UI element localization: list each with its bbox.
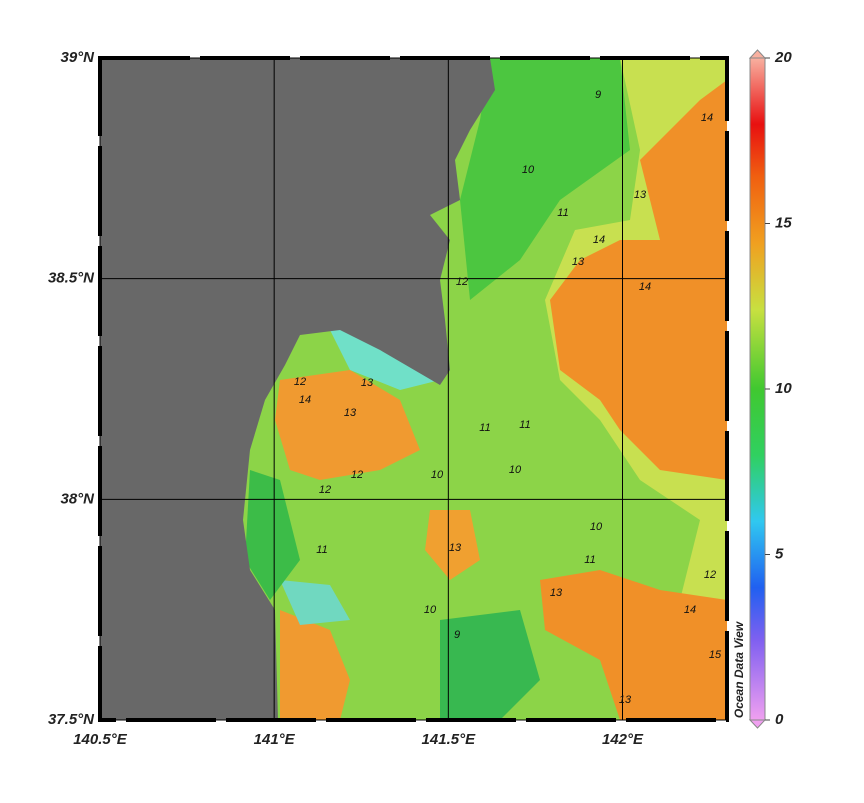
contour-label: 13 <box>361 377 374 389</box>
contour-label: 9 <box>595 89 601 101</box>
contour-label: 10 <box>509 464 522 476</box>
x-tick-label: 141.5°E <box>422 731 477 748</box>
colorbar-arrow <box>748 719 767 729</box>
contour-label: 13 <box>619 694 632 706</box>
colorbar-label: 10 <box>775 380 792 397</box>
land <box>100 58 495 720</box>
contour-label: 14 <box>701 112 713 124</box>
x-tick-label: 142°E <box>602 731 644 748</box>
contour-label: 12 <box>319 484 331 496</box>
colorbar-arrow <box>748 49 767 59</box>
contour-label: 14 <box>593 234 605 246</box>
y-tick-label: 37.5°N <box>48 711 95 728</box>
y-tick-label: 39°N <box>60 49 95 66</box>
contour-label: 12 <box>351 469 363 481</box>
colorbar-label: 5 <box>775 545 784 562</box>
x-tick-label: 141°E <box>254 731 296 748</box>
contour-label: 13 <box>634 189 647 201</box>
contour-label: 10 <box>522 164 535 176</box>
field <box>100 58 727 720</box>
contour-label: 12 <box>456 276 468 288</box>
contour-label: 10 <box>431 469 444 481</box>
colorbar-label: 15 <box>775 214 792 231</box>
y-tick-label: 38.5°N <box>48 270 95 287</box>
colorbar-label: 0 <box>775 711 784 728</box>
contour-label: 10 <box>590 521 603 533</box>
y-tick-label: 38°N <box>60 490 95 507</box>
colorbar <box>749 57 766 721</box>
contour-label: 11 <box>584 554 595 566</box>
contour-label: 13 <box>344 407 357 419</box>
contour-label: 13 <box>449 542 462 554</box>
x-tick-label: 140.5°E <box>73 731 128 748</box>
contour-label: 14 <box>299 394 311 406</box>
contour-label: 11 <box>519 419 530 431</box>
contour-label: 11 <box>557 207 568 219</box>
contour-label: 9 <box>454 629 460 641</box>
contour-label: 12 <box>704 569 716 581</box>
contour-label: 13 <box>572 256 585 268</box>
contour-label: 13 <box>550 587 563 599</box>
contour-label: 12 <box>294 376 306 388</box>
watermark: Ocean Data View <box>732 621 746 718</box>
contour-label: 11 <box>479 422 490 434</box>
colorbar-label: 20 <box>774 49 792 66</box>
contour-label: 15 <box>709 649 722 661</box>
contour-label: 14 <box>639 281 651 293</box>
contour-label: 11 <box>316 544 327 556</box>
contour-label: 10 <box>424 604 437 616</box>
contour-label: 14 <box>684 604 696 616</box>
